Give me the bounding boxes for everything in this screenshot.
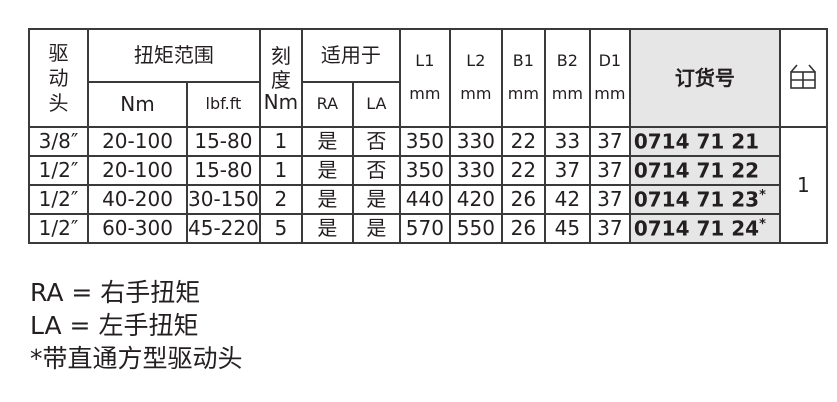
cell-la: 是 bbox=[351, 184, 401, 215]
table-row: 3/8″ 20-100 15-80 1 是否 350 330 22 33 37 0714 71 21… bbox=[28, 126, 828, 244]
cell-la: 否 bbox=[351, 126, 401, 157]
cell-drive: 3/8″ bbox=[28, 126, 89, 157]
cell-nm: 20-100 bbox=[87, 155, 188, 186]
header-drive: 驱 动 头 bbox=[28, 28, 89, 128]
cell-nm: 20-100 bbox=[87, 126, 188, 157]
cell-b2: 37 bbox=[543, 155, 591, 186]
cell-nm: 60-300 bbox=[87, 213, 188, 244]
scale-unit: Nm bbox=[263, 89, 299, 114]
header-applicable: 适用于 bbox=[300, 28, 401, 83]
header-lbfft: lbf.ft bbox=[186, 81, 261, 128]
notes: RA = 右手扭矩 LA = 左手扭矩 *带直通方型驱动头 bbox=[30, 276, 243, 375]
note-ra: RA = 右手扭矩 bbox=[30, 278, 201, 307]
cell-b2: 42 bbox=[543, 184, 591, 215]
cell-d1: 37 bbox=[588, 155, 631, 186]
cell-l1: 350 bbox=[398, 155, 451, 186]
cell-b2: 45 bbox=[543, 213, 591, 244]
dim-name: L2 bbox=[466, 51, 486, 71]
dim-unit: mm bbox=[551, 84, 583, 103]
cell-drive: 1/2″ bbox=[28, 155, 89, 186]
dim-name: B1 bbox=[512, 51, 534, 71]
cell-lbf: 45-220 bbox=[186, 213, 261, 244]
header-torque-range: 扭矩范围 bbox=[87, 28, 261, 83]
header-order-no: 订货号 bbox=[628, 28, 781, 128]
cell-l2: 550 bbox=[448, 213, 503, 244]
cell-l1: 350 bbox=[398, 126, 451, 157]
cell-scale: 1 bbox=[258, 155, 303, 186]
cell-order-no: 0714 71 22 bbox=[628, 155, 781, 186]
footnote-mark: * bbox=[759, 187, 766, 203]
header-la: LA bbox=[351, 81, 401, 128]
scale-label: 刻 度 bbox=[270, 43, 291, 92]
cell-b1: 26 bbox=[500, 213, 546, 244]
cell-lbf: 15-80 bbox=[186, 126, 261, 157]
cell-b1: 22 bbox=[500, 155, 546, 186]
cell-d1: 37 bbox=[588, 126, 631, 157]
order-number: 0714 71 21 bbox=[633, 129, 760, 154]
note-la: LA = 左手扭矩 bbox=[30, 311, 199, 340]
cell-l1: 570 bbox=[398, 213, 451, 244]
dim-name: L1 bbox=[415, 51, 435, 71]
dim-name: D1 bbox=[598, 51, 622, 71]
note-star: *带直通方型驱动头 bbox=[30, 344, 243, 373]
table-row: 1/2″ 20-100 15-80 1 是否 350 330 22 37 37 0714 71 22 bbox=[28, 155, 827, 186]
table-row: 1/2″ 40-200 30-150 2 是是 440 420 26 42 37 0714 71 2… bbox=[28, 184, 827, 215]
dim-unit: mm bbox=[507, 84, 539, 103]
cell-scale: 1 bbox=[258, 126, 303, 157]
cell-b2: 33 bbox=[543, 126, 591, 157]
footnote-mark: * bbox=[759, 216, 766, 232]
cell-ra: 是 bbox=[300, 184, 354, 215]
dim-unit: mm bbox=[594, 84, 626, 103]
cell-l1: 440 bbox=[398, 184, 451, 215]
cell-la: 是 bbox=[351, 213, 401, 244]
cell-l2: 330 bbox=[448, 155, 503, 186]
cell-lbf: 30-150 bbox=[186, 184, 261, 215]
cell-order-no: 0714 71 21 bbox=[628, 126, 781, 157]
cell-order-no: 0714 71 24* bbox=[628, 213, 781, 244]
table-row: 1/2″ 60-300 45-220 5 是是 570 550 26 45 37 0714 71 2… bbox=[28, 213, 827, 244]
header-l2: L2 mm bbox=[448, 28, 503, 128]
cell-b1: 26 bbox=[500, 184, 546, 215]
header-b2: B2 mm bbox=[543, 28, 591, 128]
cell-ra: 是 bbox=[300, 126, 354, 157]
cell-l2: 420 bbox=[448, 184, 503, 215]
cell-l2: 330 bbox=[448, 126, 503, 157]
order-number: 0714 71 24 bbox=[633, 216, 760, 241]
header-nm: Nm bbox=[87, 81, 188, 128]
header-scale: 刻 度 Nm bbox=[258, 28, 303, 128]
dim-unit: mm bbox=[460, 84, 492, 103]
header-pack bbox=[778, 28, 828, 128]
cell-ra: 是 bbox=[300, 213, 354, 244]
cell-la: 否 bbox=[351, 155, 401, 186]
header-d1: D1 mm bbox=[588, 28, 631, 128]
cell-ra: 是 bbox=[300, 155, 354, 186]
product-table: 驱 动 头 扭矩范围 刻 度 Nm 适用于 L1 mm L2 mm B1 mm B2 mm… bbox=[28, 28, 828, 244]
cell-pack-qty: 1 bbox=[778, 126, 828, 244]
package-box-icon bbox=[790, 64, 817, 89]
cell-scale: 5 bbox=[258, 213, 303, 244]
dim-unit: mm bbox=[409, 84, 441, 103]
header-l1: L1 mm bbox=[398, 28, 451, 128]
header-b1: B1 mm bbox=[500, 28, 546, 128]
cell-b1: 22 bbox=[500, 126, 546, 157]
order-number: 0714 71 22 bbox=[633, 158, 760, 183]
cell-nm: 40-200 bbox=[87, 184, 188, 215]
cell-lbf: 15-80 bbox=[186, 155, 261, 186]
cell-drive: 1/2″ bbox=[28, 184, 89, 215]
cell-scale: 2 bbox=[258, 184, 303, 215]
order-number: 0714 71 23 bbox=[633, 187, 760, 212]
header-ra: RA bbox=[300, 81, 354, 128]
cell-drive: 1/2″ bbox=[28, 213, 89, 244]
dim-name: B2 bbox=[556, 51, 578, 71]
cell-d1: 37 bbox=[588, 213, 631, 244]
cell-order-no: 0714 71 23* bbox=[628, 184, 781, 215]
cell-d1: 37 bbox=[588, 184, 631, 215]
